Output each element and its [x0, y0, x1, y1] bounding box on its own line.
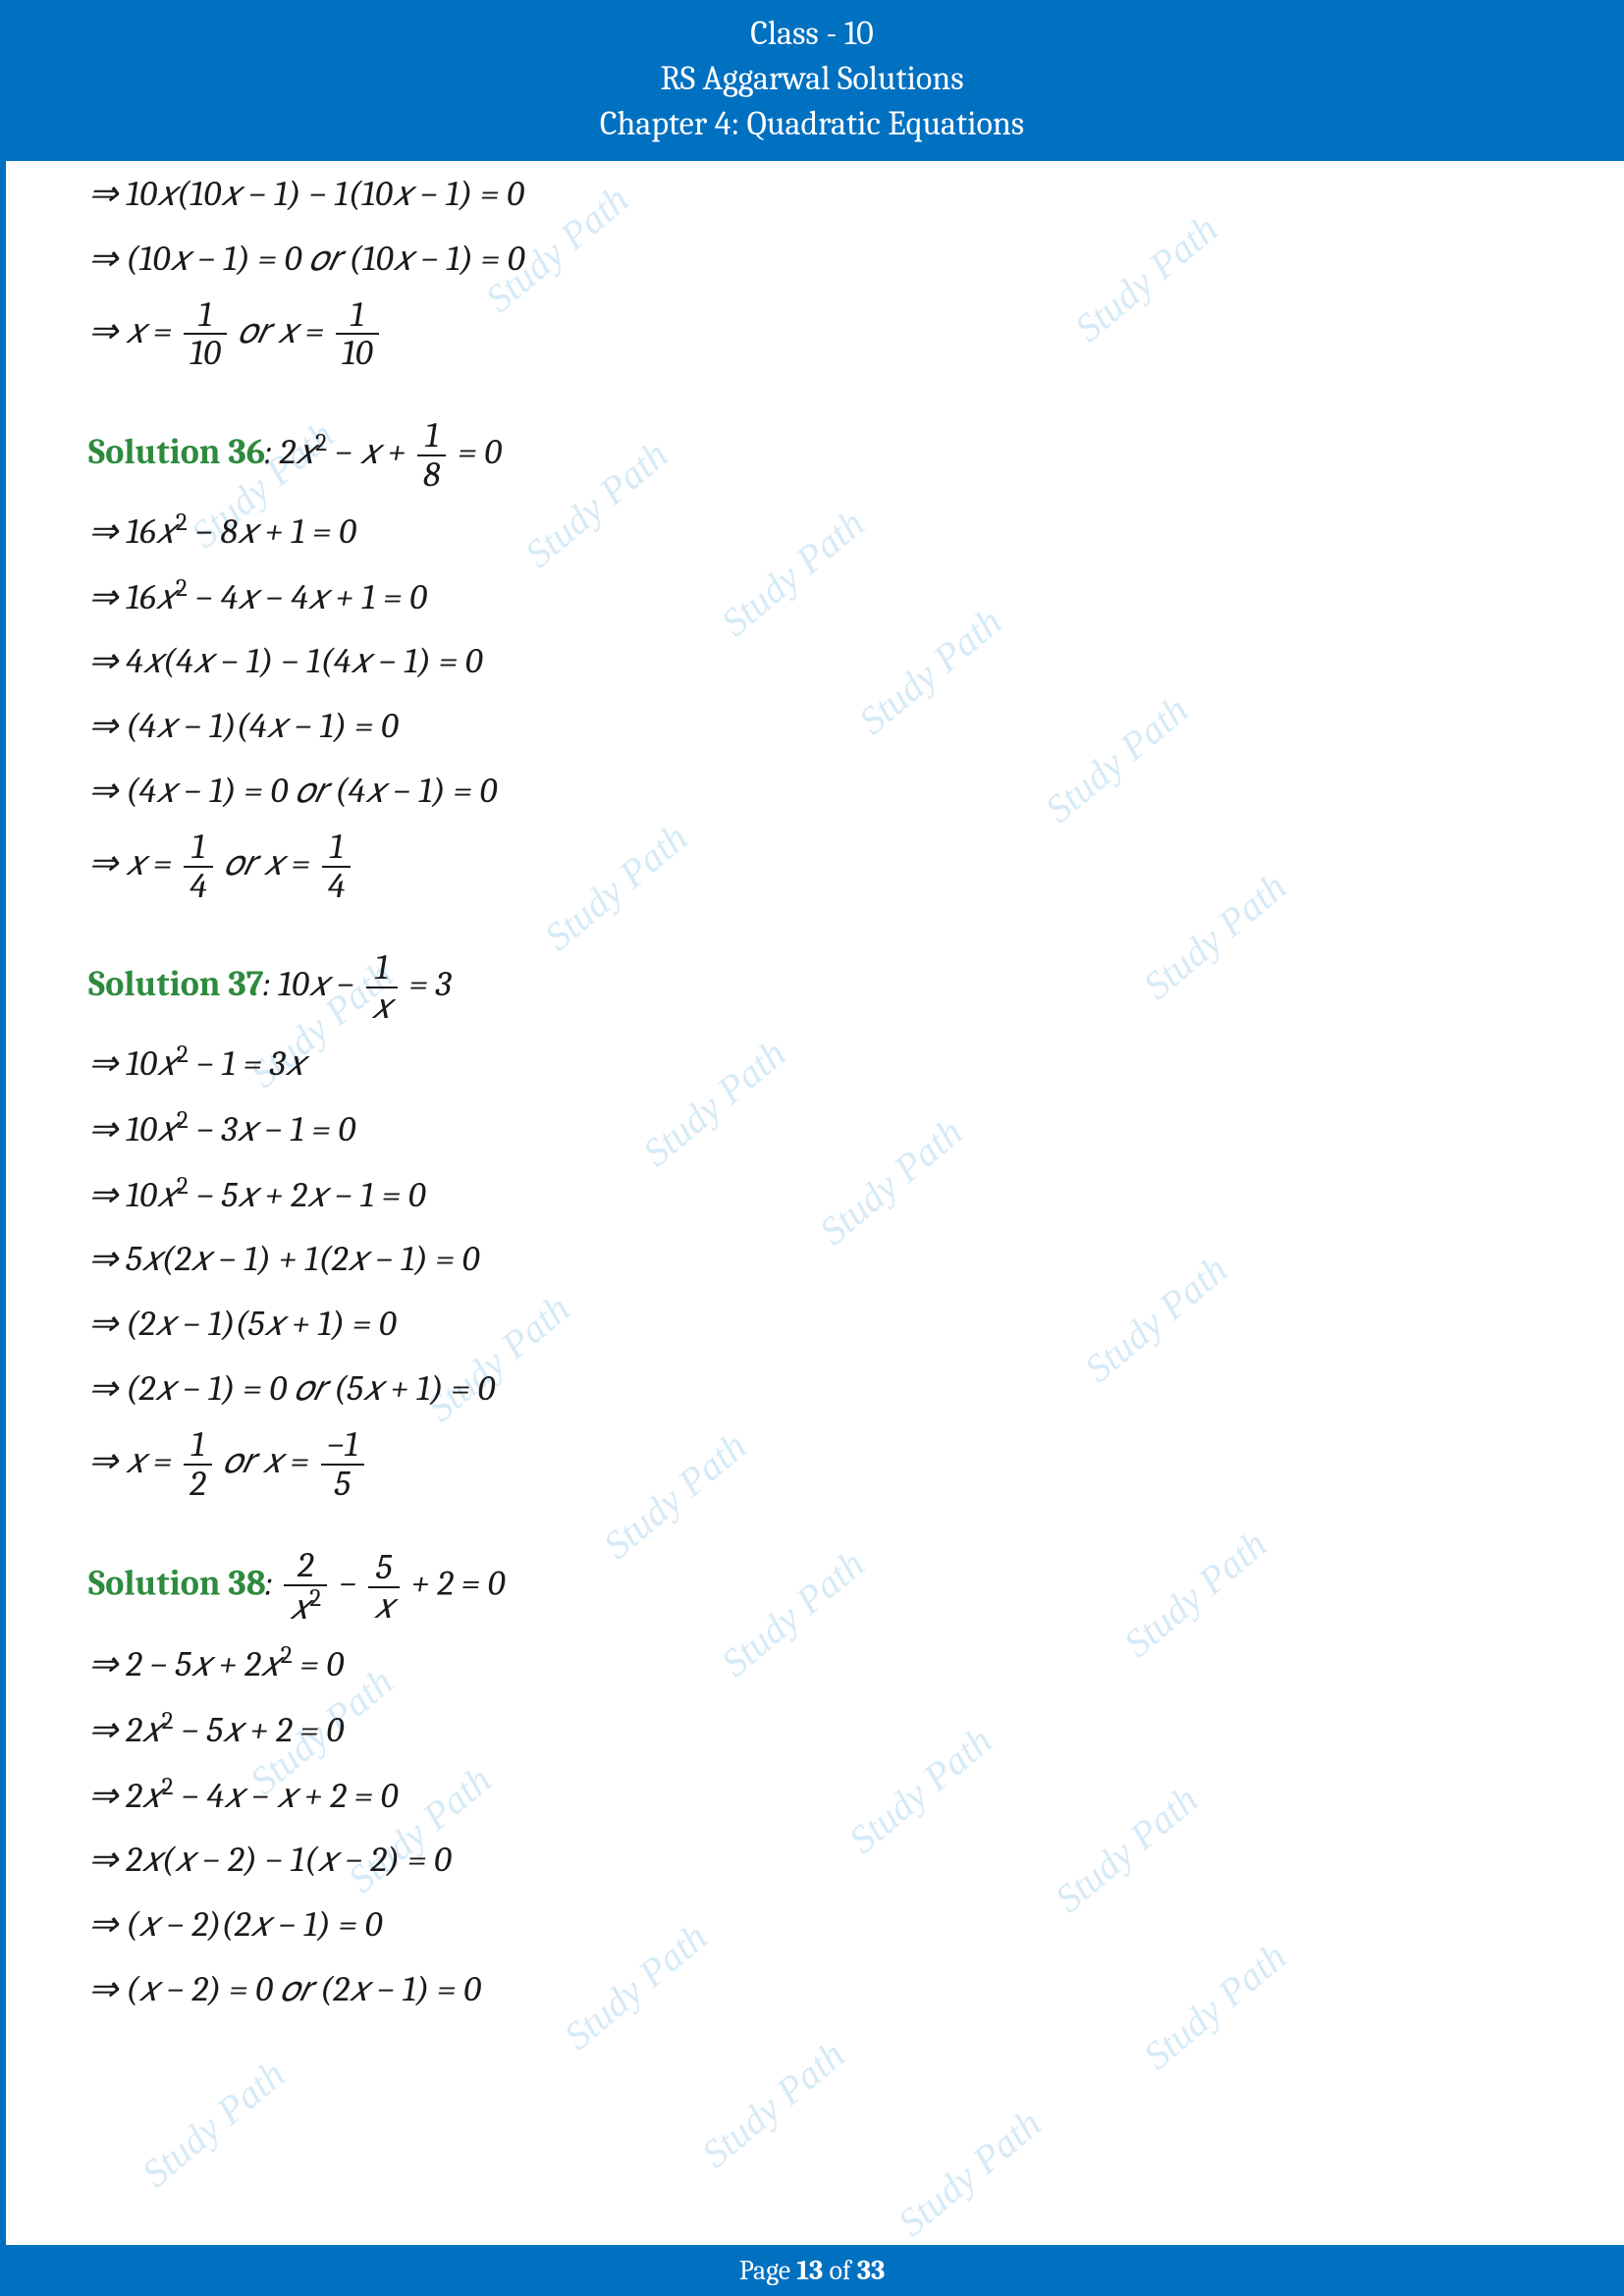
- math-line: ⇒ 5𝑥(2𝑥 − 1) + 1(2𝑥 − 1) = 0: [88, 1232, 1555, 1287]
- solution-label: Solution 37: [88, 965, 264, 1005]
- math-line: ⇒ 𝑥 = 14 𝑜𝑟 𝑥 = 14: [88, 828, 1555, 905]
- left-edge-bar: [0, 135, 6, 2249]
- math-line: ⇒ (2𝑥 − 1) = 0 𝑜𝑟 (5𝑥 + 1) = 0: [88, 1362, 1555, 1416]
- math-line: ⇒ 2𝑥2 − 4𝑥 − 𝑥 + 2 = 0: [88, 1768, 1555, 1824]
- solution-36-heading: Solution 36: 2𝑥2 − 𝑥 + 18 = 0: [88, 417, 1555, 494]
- math-line: ⇒ 10𝑥2 − 1 = 3𝑥: [88, 1036, 1555, 1092]
- math-line: ⇒ (2𝑥 − 1)(5𝑥 + 1) = 0: [88, 1297, 1555, 1352]
- math-line: ⇒ 10𝑥(10𝑥 − 1) − 1(10𝑥 − 1) = 0: [88, 167, 1555, 222]
- header-chapter: Chapter 4: Quadratic Equations: [0, 102, 1624, 147]
- math-line: ⇒ 16𝑥2 − 8𝑥 + 1 = 0: [88, 504, 1555, 560]
- math-line: ⇒ 2 − 5𝑥 + 2𝑥2 = 0: [88, 1636, 1555, 1692]
- fraction: 5𝑥: [368, 1549, 400, 1626]
- math-line: ⇒ 10𝑥2 − 5𝑥 + 2𝑥 − 1 = 0: [88, 1167, 1555, 1223]
- footer-prefix: Page: [739, 2255, 797, 2286]
- math-line: ⇒ 16𝑥2 − 4𝑥 − 4𝑥 + 1 = 0: [88, 569, 1555, 625]
- math-line: ⇒ (4𝑥 − 1)(4𝑥 − 1) = 0: [88, 699, 1555, 754]
- footer-mid: of: [823, 2255, 857, 2286]
- solution-label: Solution 36: [88, 432, 265, 472]
- math-line: ⇒ 𝑥 = 12 𝑜𝑟 𝑥 = −15: [88, 1426, 1555, 1503]
- fraction: 12: [184, 1426, 212, 1503]
- math-line: ⇒ (𝑥 − 2) = 0 𝑜𝑟 (2𝑥 − 1) = 0: [88, 1962, 1555, 2017]
- fraction: 2𝑥2: [284, 1547, 327, 1627]
- math-line: ⇒ (10𝑥 − 1) = 0 𝑜𝑟 (10𝑥 − 1) = 0: [88, 232, 1555, 287]
- math-line: ⇒ 𝑥 = 110 𝑜𝑟 𝑥 = 110: [88, 296, 1555, 373]
- header-book: RS Aggarwal Solutions: [0, 57, 1624, 102]
- fraction: 14: [184, 828, 213, 905]
- solution-38-heading: Solution 38: 2𝑥2 − 5𝑥 + 2 = 0: [88, 1547, 1555, 1627]
- math-line: ⇒ 2𝑥2 − 5𝑥 + 2 = 0: [88, 1702, 1555, 1758]
- math-line: ⇒ 4𝑥(4𝑥 − 1) − 1(4𝑥 − 1) = 0: [88, 634, 1555, 689]
- footer-total-pages: 33: [857, 2255, 885, 2286]
- page-content: ⇒ 10𝑥(10𝑥 − 1) − 1(10𝑥 − 1) = 0 ⇒ (10𝑥 −…: [88, 157, 1555, 2227]
- math-line: ⇒ 2𝑥(𝑥 − 2) − 1(𝑥 − 2) = 0: [88, 1833, 1555, 1888]
- page-footer: Page 13 of 33: [0, 2245, 1624, 2296]
- math-line: ⇒ (4𝑥 − 1) = 0 𝑜𝑟 (4𝑥 − 1) = 0: [88, 764, 1555, 819]
- solution-37-heading: Solution 37: 10𝑥 − 1𝑥 = 3: [88, 949, 1555, 1026]
- page-header: Class - 10 RS Aggarwal Solutions Chapter…: [0, 0, 1624, 161]
- footer-current-page: 13: [796, 2255, 823, 2286]
- solution-label: Solution 38: [88, 1564, 266, 1604]
- math-line: ⇒ 10𝑥2 − 3𝑥 − 1 = 0: [88, 1101, 1555, 1157]
- fraction: −15: [321, 1426, 364, 1503]
- fraction: 110: [336, 296, 379, 373]
- text: 𝑜𝑟 𝑥 =: [239, 311, 332, 351]
- math-line: ⇒ (𝑥 − 2)(2𝑥 − 1) = 0: [88, 1897, 1555, 1952]
- fraction: 110: [184, 296, 227, 373]
- fraction: 1𝑥: [366, 949, 398, 1026]
- fraction: 18: [417, 417, 446, 494]
- header-class: Class - 10: [0, 12, 1624, 57]
- fraction: 14: [322, 828, 352, 905]
- text: ⇒ 𝑥 =: [88, 311, 180, 351]
